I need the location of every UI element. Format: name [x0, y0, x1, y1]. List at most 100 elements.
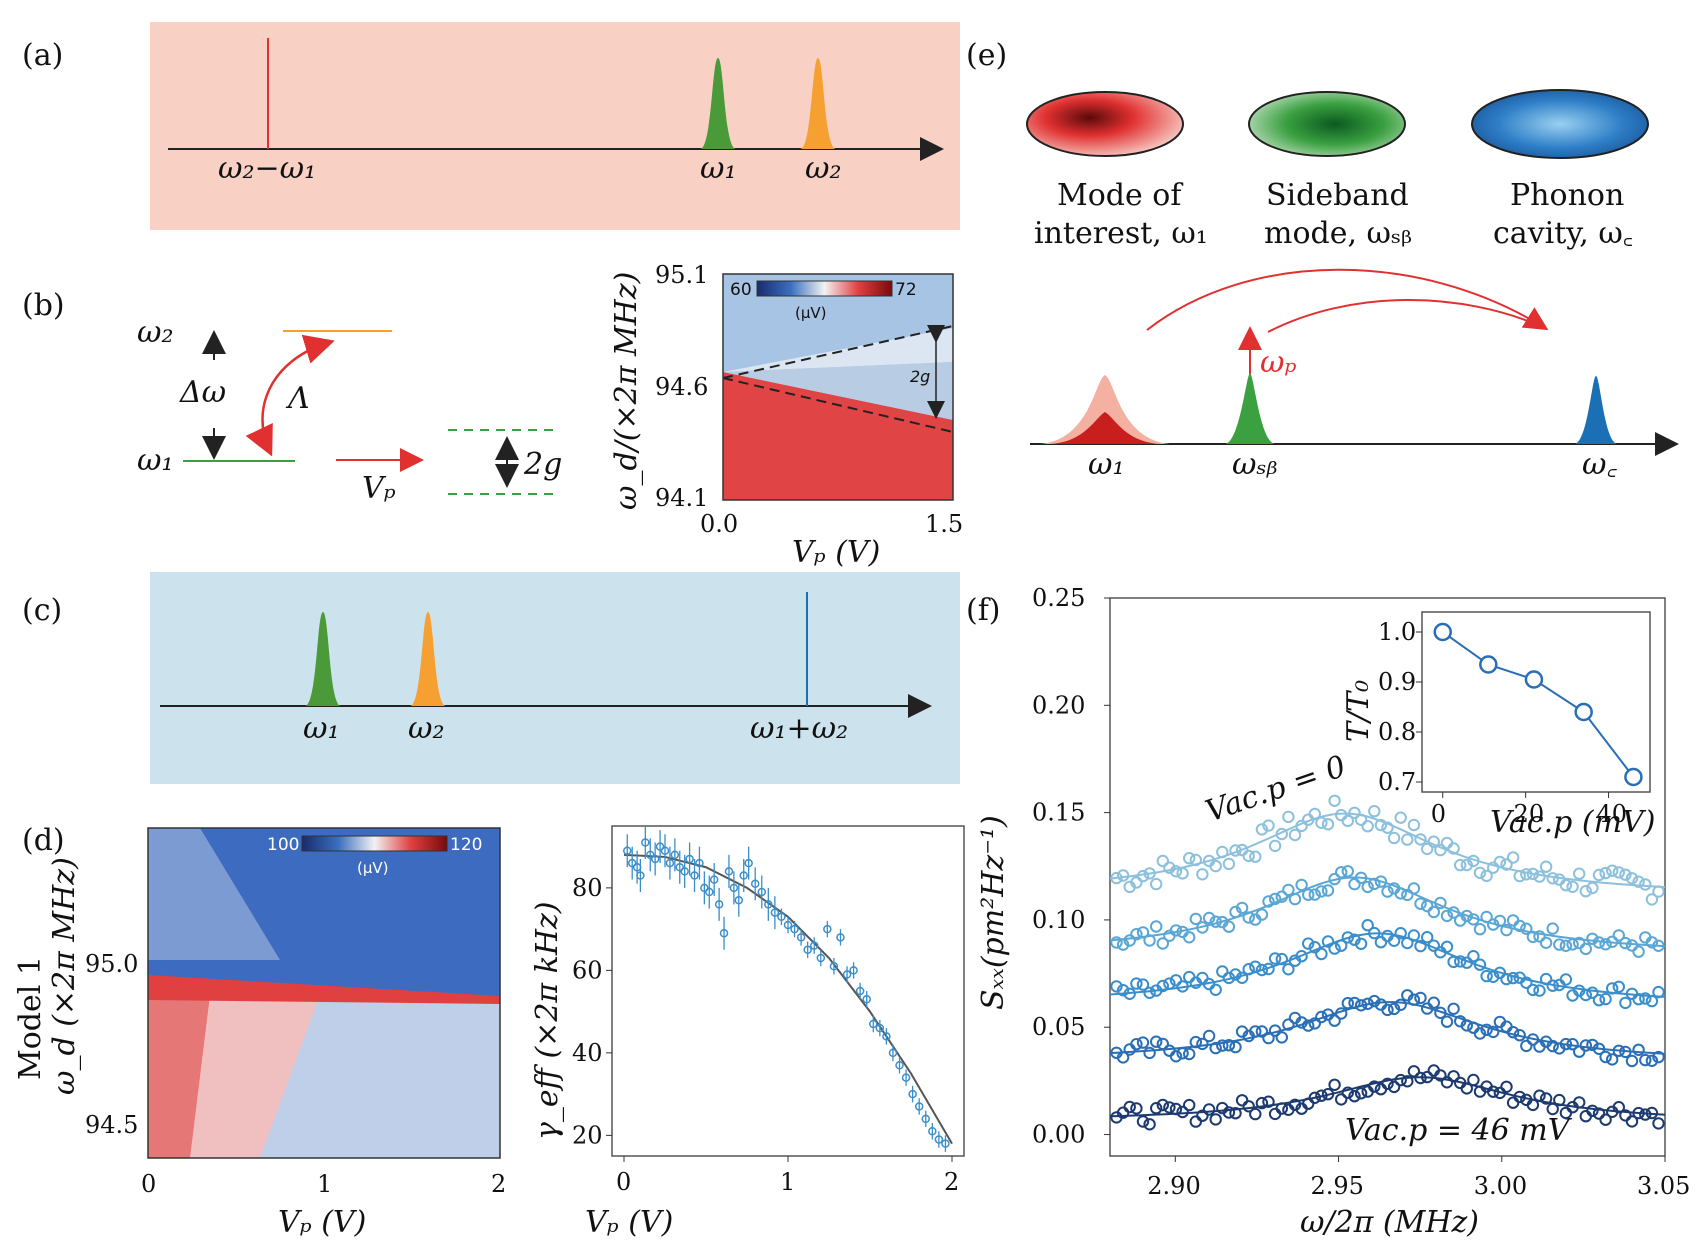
f-xtick: 3.00	[1474, 1172, 1527, 1200]
d-gamma-point	[921, 1114, 931, 1124]
f-data-point	[1387, 934, 1401, 947]
f-data-point	[1566, 880, 1579, 893]
f-data-point	[1374, 936, 1388, 949]
f-data-point	[1434, 843, 1447, 857]
panel-e-label: (e)	[966, 38, 1007, 73]
f-data-point	[1169, 1050, 1183, 1063]
f-xlabel: ω/2π (MHz)	[1300, 1205, 1479, 1240]
f-data-point	[1282, 883, 1295, 897]
f-ytick: 0.00	[1032, 1121, 1085, 1149]
f-data-point	[1110, 871, 1123, 885]
f-data-point	[1546, 979, 1559, 992]
f-data-point	[1341, 865, 1355, 878]
f-data-point	[1533, 870, 1546, 883]
f-data-point	[1176, 980, 1189, 993]
panel-a-omega-diff: ω₂−ω₁	[218, 151, 316, 186]
f-data-point	[1235, 1094, 1249, 1107]
f-data-point	[1427, 835, 1441, 848]
f-inset-ytick: 0.8	[1378, 718, 1416, 746]
phonon-cavity-drum	[1471, 89, 1649, 159]
f-data-point	[1262, 962, 1275, 976]
f-data-point	[1427, 905, 1441, 919]
d-ytick-1: 94.5	[85, 1111, 138, 1139]
f-data-point	[1407, 993, 1421, 1006]
b-xtick-1: 1.5	[925, 510, 963, 538]
f-data-point	[1579, 1039, 1593, 1052]
f-data-point	[1116, 869, 1130, 882]
d-gamma-point	[627, 858, 637, 868]
f-data-point	[1526, 983, 1540, 997]
f-data-point	[1447, 1070, 1460, 1083]
d-gamma-point	[809, 941, 819, 950]
d-gamma-point	[914, 1102, 924, 1111]
panel-a-background	[150, 22, 960, 230]
mode2-line2: mode, ωₛᵦ	[1264, 216, 1412, 251]
f-data-point	[1282, 963, 1295, 976]
f-data-point	[1592, 868, 1606, 882]
f-data-point	[1143, 867, 1156, 880]
f-data-point	[1606, 982, 1619, 995]
f-data-point	[1321, 1088, 1335, 1101]
f-data-point	[1625, 1115, 1639, 1128]
f-data-point	[1196, 1037, 1209, 1051]
d-gamma-point	[855, 986, 865, 996]
f-data-point	[1183, 931, 1196, 944]
b-heatmap-frame	[722, 273, 954, 501]
f-data-point	[1506, 914, 1520, 927]
panel-c-label: (c)	[22, 593, 62, 628]
d-xtick-0: 0	[141, 1170, 156, 1198]
f-data-point	[1652, 985, 1665, 999]
panel-b-coupling-arrow	[245, 334, 335, 457]
f-data-point	[1222, 1039, 1236, 1052]
f-data-point	[1255, 908, 1269, 921]
f-data-point	[1573, 1096, 1586, 1109]
f-data-point	[1130, 1038, 1143, 1051]
f-data-point	[1315, 947, 1328, 961]
f-data-point	[1235, 901, 1249, 915]
f-inset-frame	[1421, 611, 1651, 793]
d-xlabel: Vₚ (V)	[278, 1205, 366, 1240]
f-data-point	[1262, 1095, 1275, 1108]
f-data-point	[1335, 866, 1348, 879]
f-data-point	[1414, 1071, 1427, 1085]
f-data-point	[1341, 931, 1355, 944]
f-data-point	[1566, 938, 1579, 951]
f-data-point	[1387, 831, 1401, 845]
f-data-point	[1467, 950, 1480, 963]
panel-d-label: (d)	[22, 823, 65, 858]
f-data-point	[1553, 1093, 1566, 1107]
d-gamma-point	[680, 867, 689, 876]
f-data-point	[1612, 866, 1626, 879]
mode2-line1: Sideband	[1266, 178, 1409, 213]
f-data-point	[1275, 1102, 1289, 1115]
f-data-point	[1625, 872, 1639, 885]
f-data-point	[1321, 935, 1335, 948]
f-ytick: 0.25	[1032, 584, 1085, 612]
d-gamma-point	[739, 871, 748, 880]
f-data-point	[1513, 1090, 1526, 1104]
f-data-point	[1401, 833, 1414, 846]
f-data-point	[1592, 1107, 1606, 1120]
b-ytick-0: 95.1	[655, 261, 708, 289]
f-data-point	[1559, 973, 1573, 986]
f-data-point	[1652, 1050, 1665, 1064]
f-data-point	[1282, 810, 1295, 824]
f-inset-ylabel: T/T₀	[1341, 680, 1376, 742]
d-ylabel: ω_d (×2π MHz)	[47, 857, 82, 1095]
chart-f-inset: Vac.p (mV) T/T₀ 0 20 40 1.0 0.9 0.8 0.7	[1341, 611, 1655, 840]
f-data-point	[1302, 1019, 1315, 1032]
e-omega-p: ωₚ	[1260, 345, 1296, 380]
d-gamma-point	[928, 1127, 937, 1136]
d-gamma-xtick: 1	[780, 1168, 795, 1196]
panel-c-omega2: ω₂	[408, 711, 445, 746]
f-data-point	[1586, 932, 1599, 945]
f-data-point	[1123, 987, 1136, 1000]
f-data-point	[1599, 1113, 1612, 1126]
panel-b: (b) ω₂ ω₁ Δω Λ Vₚ 2g	[22, 288, 562, 506]
f-data-point	[1368, 877, 1381, 891]
f-data-point	[1209, 859, 1222, 873]
f-data-point	[1150, 920, 1163, 933]
f-data-point	[1414, 897, 1427, 910]
f-data-point	[1255, 963, 1269, 977]
f-data-point	[1116, 1051, 1130, 1064]
